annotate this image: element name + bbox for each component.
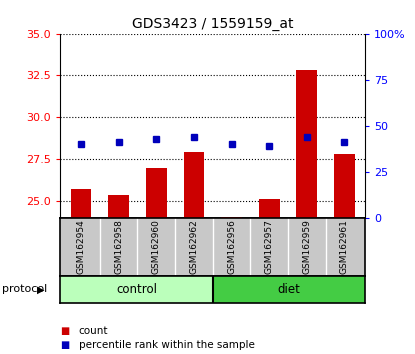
Text: GSM162954: GSM162954	[76, 219, 85, 274]
Text: GSM162962: GSM162962	[189, 219, 198, 274]
Bar	[60, 276, 212, 303]
Text: control: control	[116, 283, 157, 296]
Text: GSM162961: GSM162961	[340, 219, 349, 274]
Text: count: count	[79, 326, 108, 336]
Text: protocol: protocol	[2, 284, 47, 295]
Bar	[183, 153, 204, 218]
Text: ▶: ▶	[37, 284, 45, 295]
Title: GDS3423 / 1559159_at: GDS3423 / 1559159_at	[132, 17, 293, 31]
Bar	[213, 276, 365, 303]
Bar	[334, 154, 355, 218]
Text: GSM162959: GSM162959	[303, 219, 311, 274]
Text: ■: ■	[60, 340, 69, 350]
Text: GSM162957: GSM162957	[265, 219, 273, 274]
Text: GSM162956: GSM162956	[227, 219, 236, 274]
Bar	[221, 217, 242, 218]
Bar	[71, 189, 91, 218]
Text: diet: diet	[278, 283, 300, 296]
Text: GSM162958: GSM162958	[114, 219, 123, 274]
Text: ■: ■	[60, 326, 69, 336]
Bar	[296, 70, 317, 218]
Text: percentile rank within the sample: percentile rank within the sample	[79, 340, 255, 350]
Bar	[146, 167, 166, 218]
Bar	[108, 195, 129, 218]
Text: GSM162960: GSM162960	[152, 219, 161, 274]
Bar	[259, 199, 280, 218]
